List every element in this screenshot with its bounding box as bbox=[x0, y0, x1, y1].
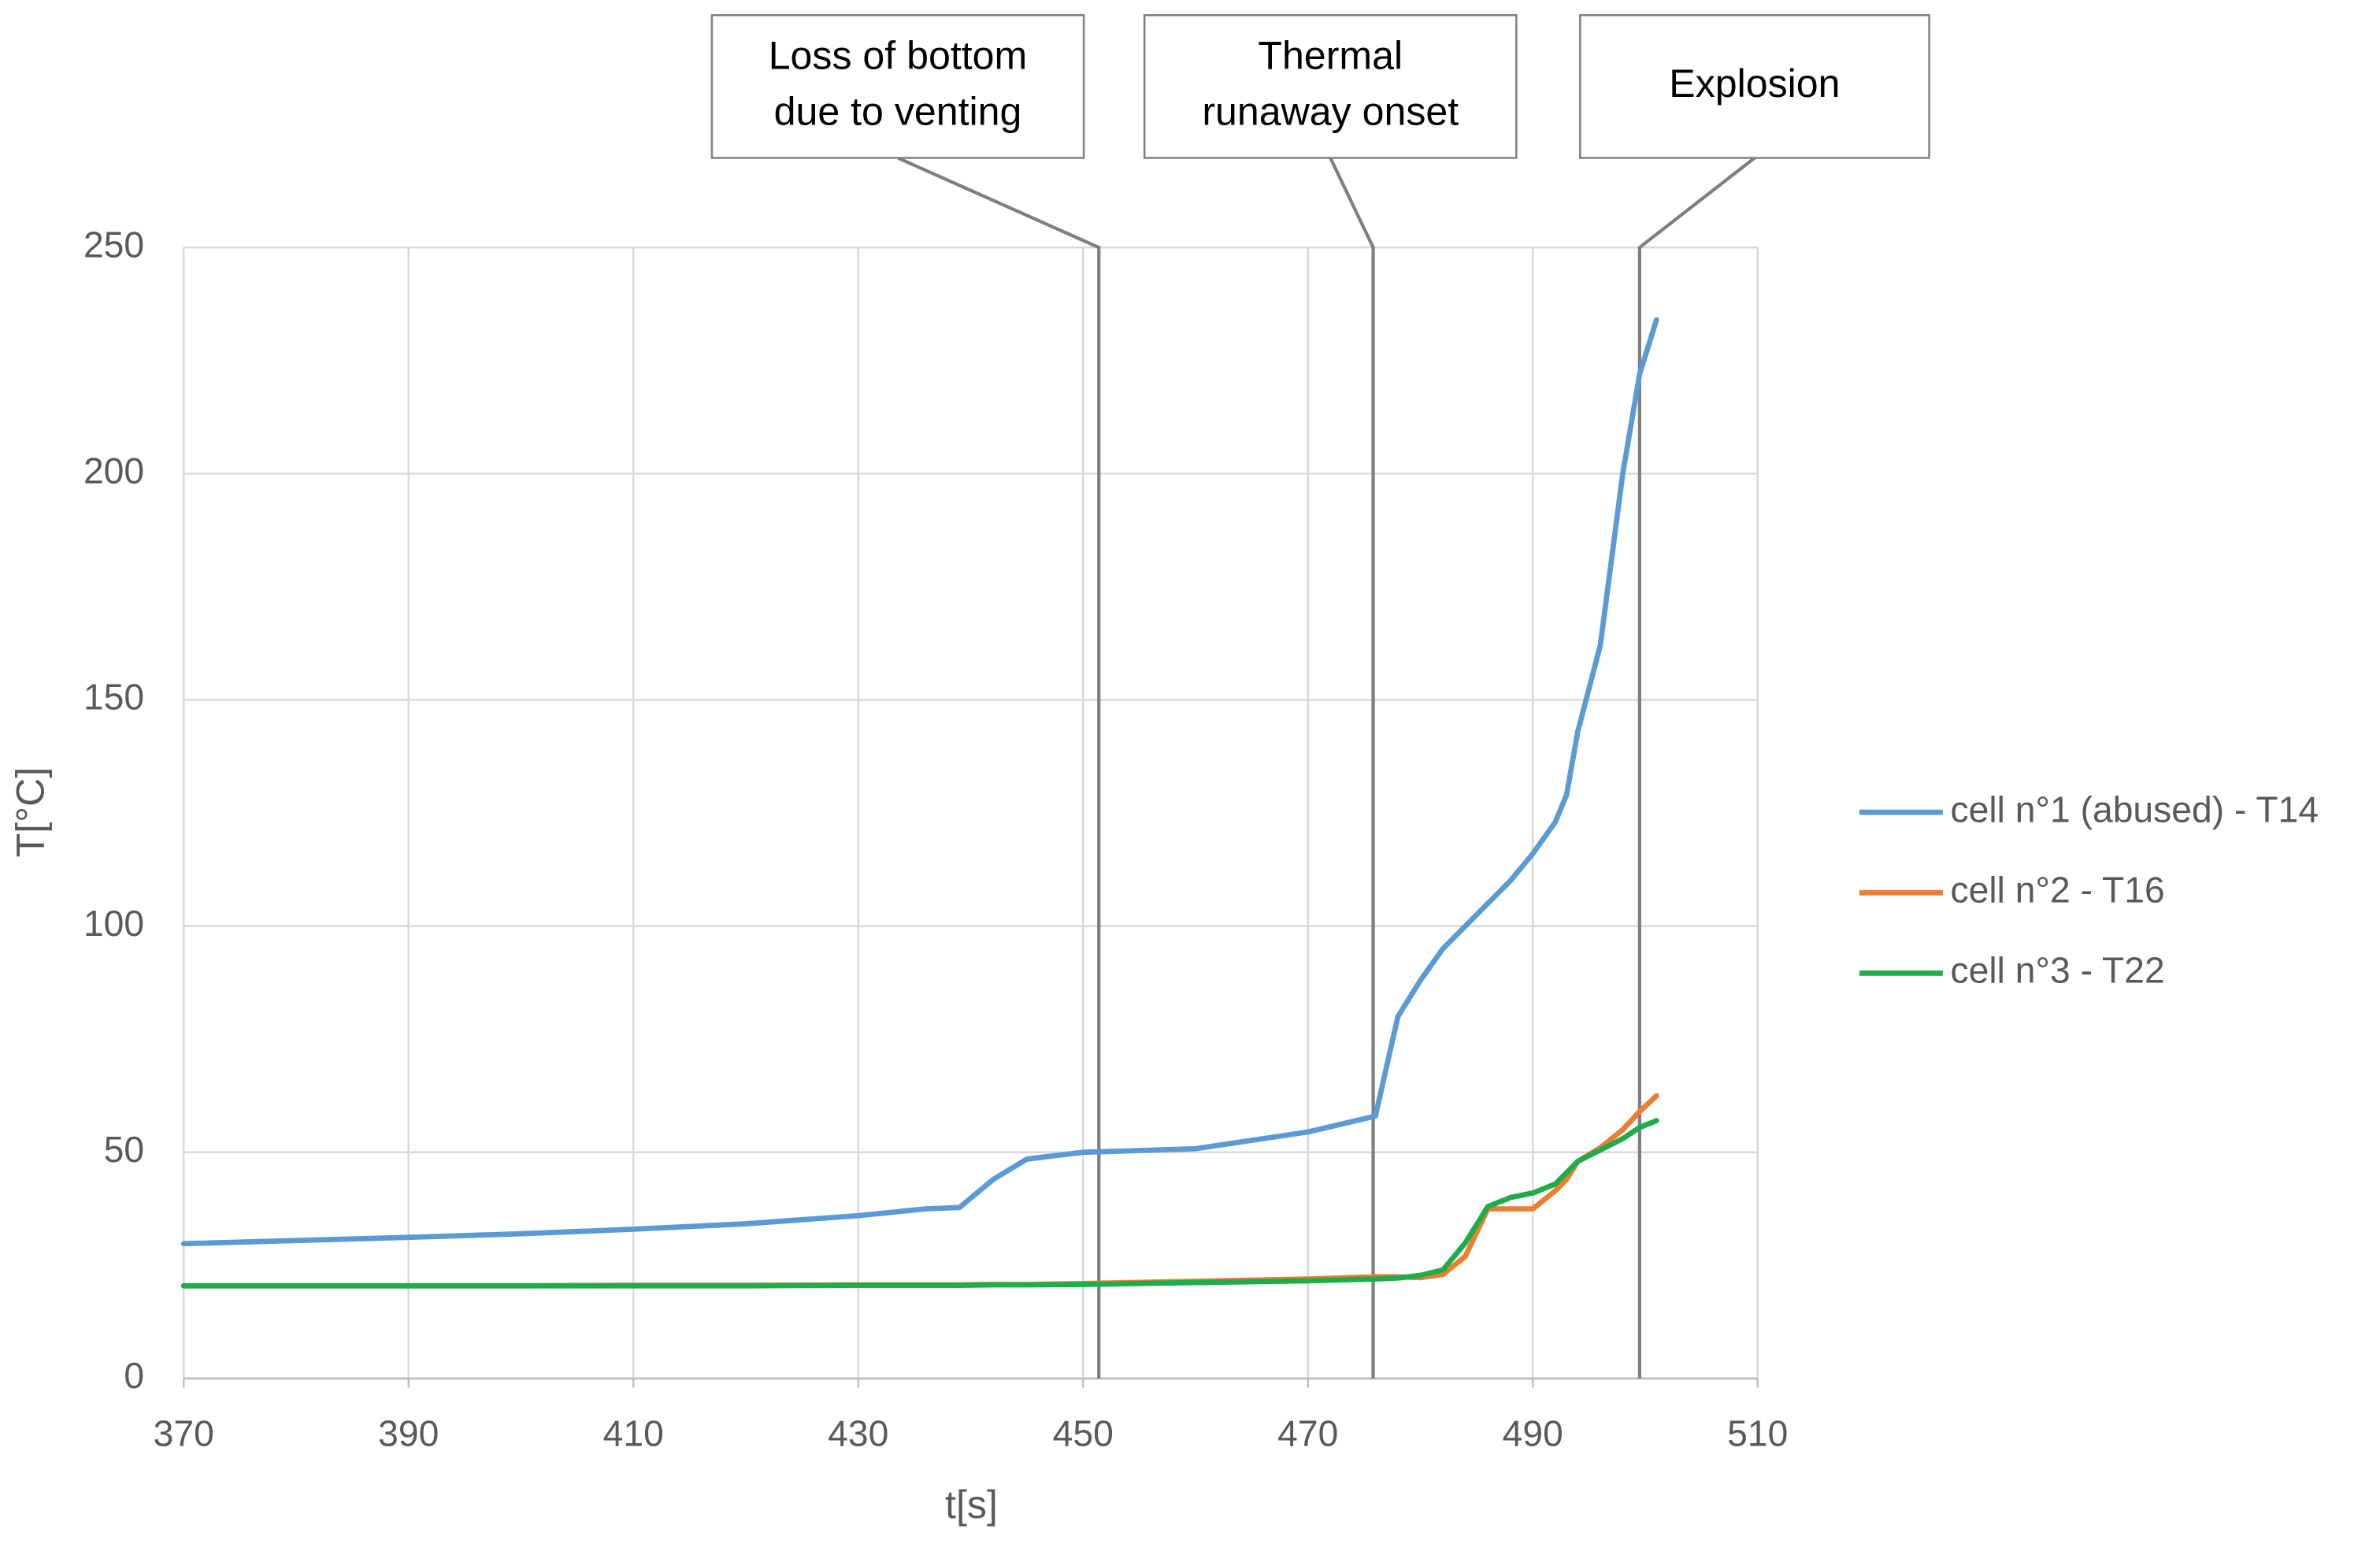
legend-label: cell n°1 (abused) - T14 bbox=[1951, 789, 2319, 830]
x-axis-label: t[s] bbox=[945, 1483, 998, 1527]
x-tick-label: 430 bbox=[828, 1412, 888, 1453]
series-line bbox=[180, 1093, 1659, 1289]
annotation-box bbox=[1579, 14, 1930, 159]
legend-label: cell n°3 - T22 bbox=[1951, 950, 2165, 991]
legend-label: cell n°2 - T16 bbox=[1951, 869, 2165, 910]
y-axis-label: T[°C] bbox=[9, 767, 53, 858]
x-tick-label: 410 bbox=[603, 1412, 664, 1453]
annotation-box bbox=[1143, 14, 1518, 159]
y-tick-label: 100 bbox=[83, 903, 144, 944]
y-tick-label: 0 bbox=[124, 1355, 144, 1396]
y-tick-label: 250 bbox=[83, 224, 144, 265]
x-tick-label: 390 bbox=[378, 1412, 439, 1453]
annotation-box bbox=[710, 14, 1085, 159]
series-line bbox=[180, 1118, 1659, 1289]
annotation-text: Thermal bbox=[1258, 33, 1403, 77]
annotation-text: Explosion bbox=[1669, 61, 1840, 106]
y-tick-label: 50 bbox=[104, 1129, 144, 1170]
annotation-text: due to venting bbox=[774, 90, 1022, 134]
x-tick-label: 510 bbox=[1727, 1412, 1788, 1453]
x-tick-label: 470 bbox=[1277, 1412, 1338, 1453]
x-tick-label: 490 bbox=[1503, 1412, 1563, 1453]
annotation-text: Loss of bottom bbox=[769, 33, 1028, 77]
annotation-text: runaway onset bbox=[1202, 90, 1459, 134]
y-tick-label: 200 bbox=[83, 451, 144, 492]
annotation-leader bbox=[1329, 157, 1375, 1379]
x-tick-label: 450 bbox=[1053, 1412, 1114, 1453]
annotation-leader bbox=[1637, 156, 1756, 1379]
y-tick-label: 150 bbox=[83, 677, 144, 718]
annotation-leader bbox=[897, 156, 1101, 1379]
series-line bbox=[180, 317, 1659, 1247]
x-tick-label: 370 bbox=[154, 1412, 214, 1453]
